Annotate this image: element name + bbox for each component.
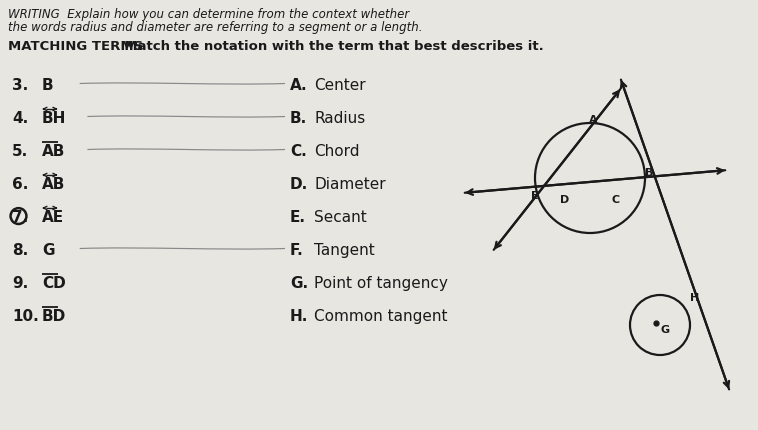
Text: E.: E. [290, 210, 306, 225]
Text: E: E [531, 191, 539, 201]
Text: B: B [42, 78, 54, 93]
Text: the words radius and diameter are referring to a segment or a length.: the words radius and diameter are referr… [8, 21, 422, 34]
Text: WRITING  Explain how you can determine from the context whether: WRITING Explain how you can determine fr… [8, 8, 409, 21]
Text: G.: G. [290, 276, 308, 291]
Text: C.: C. [290, 144, 307, 159]
Text: Center: Center [314, 78, 365, 93]
Text: A: A [589, 115, 597, 125]
Text: Diameter: Diameter [314, 177, 386, 192]
Text: 6.: 6. [12, 177, 28, 192]
Text: AE: AE [42, 210, 64, 225]
Text: D: D [560, 195, 569, 205]
Text: AB: AB [42, 177, 65, 192]
Text: Point of tangency: Point of tangency [314, 276, 448, 291]
Text: 8.: 8. [12, 243, 28, 258]
Text: F.: F. [290, 243, 304, 258]
Text: C: C [612, 195, 620, 205]
Text: Secant: Secant [314, 210, 367, 225]
Text: G: G [42, 243, 55, 258]
Text: 9.: 9. [12, 276, 28, 291]
Text: MATCHING TERMS: MATCHING TERMS [8, 40, 143, 53]
Text: Chord: Chord [314, 144, 359, 159]
Text: 10.: 10. [12, 309, 39, 324]
Text: 7.: 7. [12, 210, 28, 225]
Text: G: G [660, 325, 669, 335]
Text: Radius: Radius [314, 111, 365, 126]
Text: CD: CD [42, 276, 66, 291]
Text: B.: B. [290, 111, 307, 126]
Text: B: B [645, 168, 653, 178]
Text: H: H [691, 293, 700, 303]
Text: Match the notation with the term that best describes it.: Match the notation with the term that be… [115, 40, 543, 53]
Text: Tangent: Tangent [314, 243, 374, 258]
Text: AB: AB [42, 144, 65, 159]
Text: BD: BD [42, 309, 66, 324]
Text: 5.: 5. [12, 144, 28, 159]
Text: Common tangent: Common tangent [314, 309, 447, 324]
Text: 3.: 3. [12, 78, 28, 93]
Text: H.: H. [290, 309, 309, 324]
Text: D.: D. [290, 177, 309, 192]
Text: A.: A. [290, 78, 308, 93]
Text: 4.: 4. [12, 111, 28, 126]
Text: BH: BH [42, 111, 67, 126]
